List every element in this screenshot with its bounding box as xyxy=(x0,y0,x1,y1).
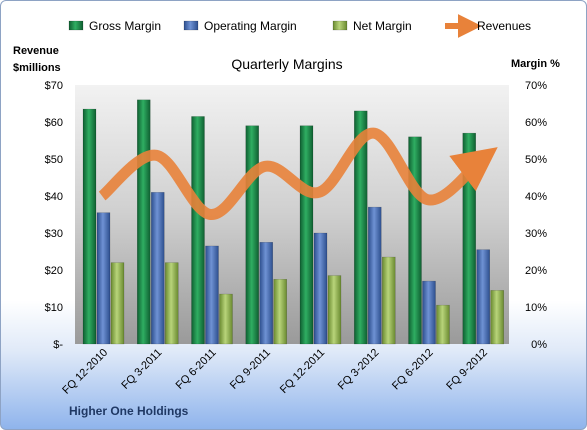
net-margin-bar xyxy=(382,256,396,345)
right-axis-title: Margin % xyxy=(511,58,560,70)
legend: Gross Margin Operating Margin Net Margin Re… xyxy=(68,14,531,38)
net-margin-bar xyxy=(110,262,125,345)
operating-margin-bar xyxy=(313,232,328,345)
right-tick-label: 10% xyxy=(525,302,547,314)
gross-margin-bar xyxy=(408,136,422,345)
x-tick-label: FQ 12-2011 xyxy=(278,347,327,396)
gross-margin-bar xyxy=(191,116,205,345)
operating-margin-legend-label: Operating Margin xyxy=(204,19,297,33)
left-axis-title-line1: Revenue xyxy=(13,45,59,57)
gross-margin-legend-swatch xyxy=(68,20,84,31)
net-margin-legend-label: Net Margin xyxy=(353,19,412,33)
x-tick-label: FQ 3-2012 xyxy=(336,347,382,393)
x-tick-label: FQ 6-2012 xyxy=(390,347,436,393)
left-tick-label: $20 xyxy=(45,265,63,277)
gross-margin-bar xyxy=(245,125,259,345)
net-margin-bar xyxy=(219,293,233,345)
x-tick-label: FQ 6-2011 xyxy=(174,347,219,392)
operating-margin-legend-swatch xyxy=(183,20,199,31)
x-tick-label: FQ 9-2011 xyxy=(228,347,273,392)
right-tick-label: 0% xyxy=(531,339,547,351)
gross-margin-legend-label: Gross Margin xyxy=(89,19,161,33)
chart-title: Quarterly Margins xyxy=(231,56,342,72)
right-tick-label: 20% xyxy=(525,265,547,277)
right-tick-label: 30% xyxy=(525,228,547,240)
revenue-line-layer xyxy=(98,127,498,220)
company-name: Higher One Holdings xyxy=(69,404,189,418)
x-axis-ticks: FQ 12-2010 FQ 3-2011 FQ 6-2011 FQ 9-2011 FQ … xyxy=(60,347,490,397)
left-tick-label: $50 xyxy=(45,154,63,166)
net-margin-bar xyxy=(490,290,504,345)
gross-margin-bar xyxy=(299,125,314,345)
right-axis-ticks: 0% 10% 20% 30% 40% 50% 60% 70% xyxy=(525,80,547,351)
right-tick-label: 40% xyxy=(525,191,547,203)
gross-margin-bar xyxy=(82,108,97,345)
left-tick-label: $60 xyxy=(45,117,63,129)
revenues-line xyxy=(98,127,498,220)
left-tick-label: $10 xyxy=(45,302,63,314)
x-tick-label: FQ 9-2012 xyxy=(444,347,490,393)
left-axis-title-line2: $millions xyxy=(13,62,61,74)
left-tick-label: $70 xyxy=(45,80,63,92)
gross-margin-bar xyxy=(354,110,368,345)
x-tick-label: FQ 12-2010 xyxy=(60,347,110,397)
operating-margin-bar xyxy=(151,192,165,345)
left-tick-label: $- xyxy=(53,339,63,351)
right-tick-label: 60% xyxy=(525,117,547,129)
net-margin-legend-swatch xyxy=(332,20,348,31)
left-tick-label: $40 xyxy=(45,191,63,203)
left-tick-label: $30 xyxy=(45,228,63,240)
revenues-legend-label: Revenues xyxy=(477,19,531,33)
operating-margin-bar xyxy=(422,280,436,345)
right-tick-label: 50% xyxy=(525,154,547,166)
net-margin-bar xyxy=(165,262,179,345)
operating-margin-bar xyxy=(476,249,490,345)
net-margin-bar xyxy=(273,279,287,345)
operating-margin-bar xyxy=(368,206,382,345)
operating-margin-bar xyxy=(259,242,273,345)
left-axis-ticks: $- $10 $20 $30 $40 $50 $60 $70 xyxy=(45,80,64,351)
net-margin-bar xyxy=(436,304,450,345)
operating-margin-bar xyxy=(96,212,111,345)
right-tick-label: 70% xyxy=(525,80,547,92)
x-tick-label: FQ 3-2011 xyxy=(119,347,164,392)
net-margin-bar xyxy=(327,275,342,345)
gross-margin-bar xyxy=(137,99,151,345)
operating-margin-bar xyxy=(205,245,219,345)
